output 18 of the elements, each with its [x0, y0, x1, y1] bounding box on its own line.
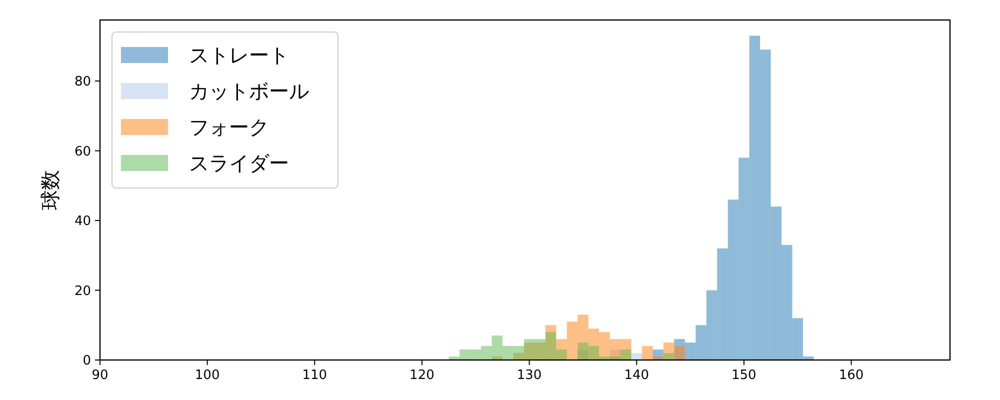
y-tick-label: 80 — [74, 74, 91, 90]
x-tick-label: 110 — [302, 368, 328, 383]
y-tick-label: 60 — [74, 144, 91, 160]
y-tick-label: 20 — [74, 284, 91, 299]
x-tick-label: 160 — [838, 368, 864, 383]
x-tick-label: 120 — [410, 368, 434, 383]
y-tick-label: 0 — [82, 354, 91, 368]
legend-label: カットボール — [189, 79, 309, 103]
x-tick-label: 100 — [194, 368, 220, 383]
y-tick-label: 40 — [74, 214, 91, 230]
x-tick-label: 130 — [516, 368, 542, 383]
x-tick-label: 140 — [624, 368, 650, 383]
legend-label: ストレート — [189, 43, 289, 67]
y-axis-title: 球数 — [38, 170, 62, 210]
legend-label: フォーク — [189, 115, 269, 139]
legend-label: スライダー — [189, 151, 289, 175]
x-tick-label: 150 — [732, 368, 756, 383]
x-tick-label: 90 — [92, 368, 108, 383]
